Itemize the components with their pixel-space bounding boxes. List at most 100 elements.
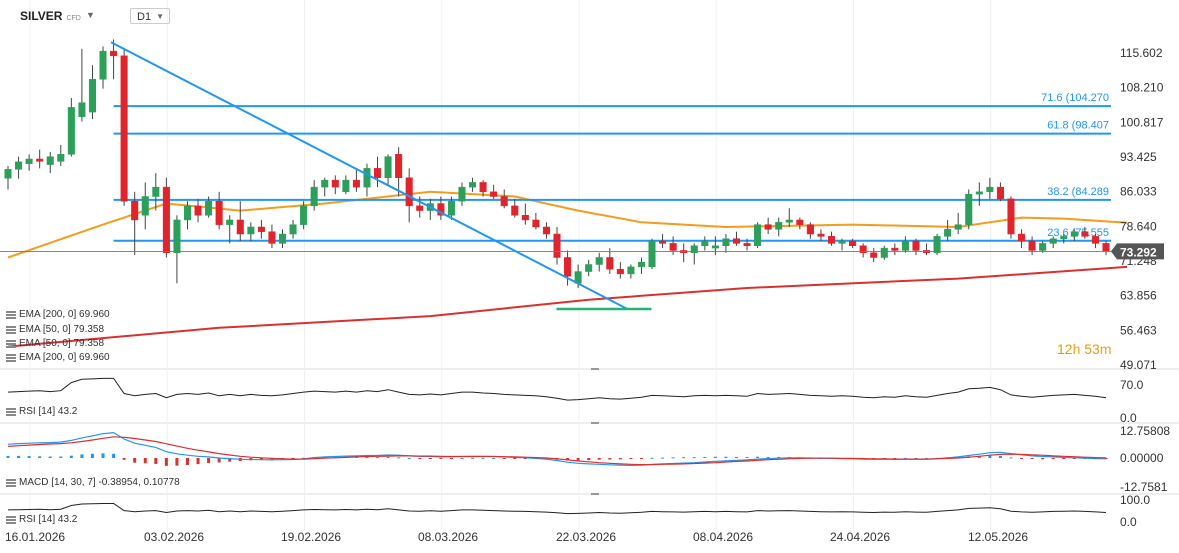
macd-histogram-bar xyxy=(185,458,189,465)
macd-histogram-bar xyxy=(629,458,633,460)
macd-histogram-bar xyxy=(734,456,738,458)
candle-body xyxy=(785,219,793,223)
candle-body xyxy=(743,243,751,246)
settings-icon[interactable] xyxy=(6,407,16,416)
candle-body xyxy=(458,186,466,202)
macd-histogram-bar xyxy=(418,458,422,459)
candle-body xyxy=(553,233,561,258)
rsi2-label[interactable]: RSI [14] 43.2 xyxy=(6,514,77,525)
candle-body xyxy=(669,243,677,251)
candle-body xyxy=(215,200,223,225)
candle-body xyxy=(236,219,244,235)
macd-histogram-bar xyxy=(407,458,411,459)
macd-histogram-bar xyxy=(59,456,63,458)
candle-body xyxy=(648,240,656,268)
indicator-ema50-dup[interactable]: EMA [50, 0] 79.358 xyxy=(6,338,104,349)
macd-histogram-bar xyxy=(90,453,94,458)
indicator-ema200-dup[interactable]: EMA [200, 0] 69.960 xyxy=(6,352,110,363)
candle-body xyxy=(1081,231,1089,237)
rsi2-pane: 100.0 0.0 xyxy=(7,493,1150,529)
timeframe-select[interactable]: D1 ▼ xyxy=(130,8,170,24)
macd-histogram-bar xyxy=(228,458,232,462)
candle-body xyxy=(57,154,65,162)
macd-histogram-bar xyxy=(639,458,643,459)
macd-histogram-bar xyxy=(133,458,137,463)
candle-body xyxy=(996,186,1004,200)
fibonacci-levels[interactable]: 71.6 (104.270 61.8 (98.407 38.2 (84.289 23.… xyxy=(113,92,1111,242)
indicator-ema50[interactable]: EMA [50, 0] 79.358 xyxy=(6,324,104,335)
candle-body xyxy=(88,79,96,113)
candle-body xyxy=(659,240,667,244)
macd-histogram-bar xyxy=(101,453,105,458)
price-tick-label: 56.463 xyxy=(1120,323,1157,337)
macd-label[interactable]: MACD [14, 30, 7] -0.38954, 0.10778 xyxy=(6,477,180,488)
candle-body xyxy=(194,205,202,216)
candle-body xyxy=(25,158,33,164)
trendline[interactable] xyxy=(110,41,652,311)
candle-body xyxy=(1039,243,1047,251)
candle-body xyxy=(764,224,772,230)
fib-level-label: 38.2 (84.289 xyxy=(1047,186,1109,198)
candle-body xyxy=(585,264,593,272)
candle-body xyxy=(849,240,857,246)
candle-body xyxy=(1018,233,1026,242)
macd-histogram-bar xyxy=(196,458,200,465)
macd-histogram-bar xyxy=(80,454,84,458)
candle-body xyxy=(912,240,920,251)
macd-histogram-bar xyxy=(1030,458,1034,460)
candle-body xyxy=(384,156,392,179)
macd-histogram-bar xyxy=(154,458,158,464)
macd-histogram-bar xyxy=(428,458,432,459)
candle-body xyxy=(616,268,624,275)
candle-body xyxy=(363,168,371,188)
candle-body xyxy=(806,224,814,235)
time-tick-label: 16.01.2026 xyxy=(5,530,65,544)
candle-body xyxy=(141,196,149,216)
settings-icon[interactable] xyxy=(6,353,16,362)
macd-histogram-bar xyxy=(1051,458,1055,460)
time-axis: 16.01.2026 03.02.2026 19.02.2026 08.03.2026… xyxy=(5,530,1028,544)
symbol-dropdown-icon[interactable]: ▼ xyxy=(86,10,95,20)
candle-body xyxy=(1060,236,1068,239)
last-price-tag xyxy=(1111,243,1164,260)
candle-body xyxy=(120,55,128,202)
macd-histogram-bar xyxy=(566,458,570,461)
macd-histogram-bar xyxy=(1009,457,1013,459)
candle-body xyxy=(67,107,75,155)
candle-body xyxy=(1049,238,1057,244)
candle-body xyxy=(1091,236,1099,244)
candle-body xyxy=(901,240,909,251)
settings-icon[interactable] xyxy=(6,310,16,319)
rsi-label[interactable]: RSI [14] 43.2 xyxy=(6,406,77,417)
rsi2-tick-label: 0.0 xyxy=(1120,515,1137,529)
macd-histogram-bar xyxy=(756,456,760,458)
settings-icon[interactable] xyxy=(6,339,16,348)
candle-body xyxy=(870,252,878,258)
macd-histogram-bar xyxy=(597,458,601,460)
symbol-name[interactable]: SILVER CFD xyxy=(20,9,81,23)
settings-icon[interactable] xyxy=(6,325,16,334)
candle-body xyxy=(395,154,403,179)
candle-body xyxy=(701,240,709,246)
macd-histogram-bar xyxy=(766,456,770,458)
indicator-ema200[interactable]: EMA [200, 0] 69.960 xyxy=(6,309,110,320)
settings-icon[interactable] xyxy=(6,478,16,487)
candle-body xyxy=(954,224,962,230)
macd-histogram-bar xyxy=(1062,458,1066,460)
candle-body xyxy=(944,229,952,237)
macd-histogram-bar xyxy=(745,456,749,458)
macd-histogram-bar xyxy=(998,455,1002,458)
ema50-line xyxy=(7,190,1128,259)
settings-icon[interactable] xyxy=(6,515,16,524)
last-price-value: 73.292 xyxy=(1120,245,1157,259)
candle-body xyxy=(289,224,297,235)
macd-histogram-bar xyxy=(122,458,126,460)
macd-histogram-bar xyxy=(671,457,675,459)
macd-histogram-bar xyxy=(513,458,517,459)
chevron-down-icon: ▼ xyxy=(156,12,164,21)
macd-histogram-bar xyxy=(703,456,707,458)
candle-body xyxy=(891,247,899,251)
candle-body xyxy=(331,179,339,188)
time-tick-label: 03.02.2026 xyxy=(144,530,204,544)
